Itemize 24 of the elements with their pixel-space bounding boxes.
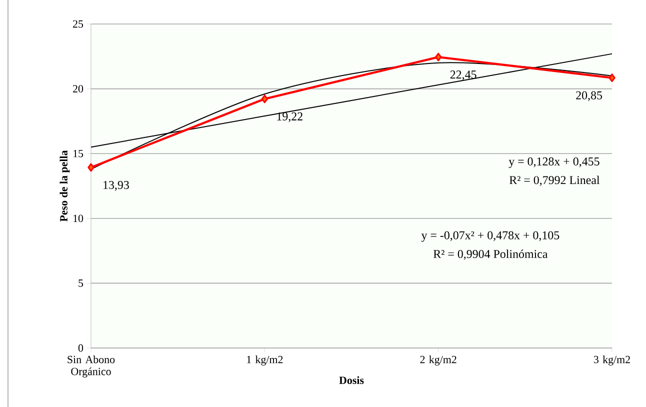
x-tick-label: 3 kg/m2 — [594, 356, 630, 366]
y-tick-label: 15 — [73, 150, 84, 158]
x-tick-label: 2 kg/m2 — [420, 356, 456, 366]
y-tick-label: 10 — [73, 214, 84, 222]
annotation: R² = 0,7992 Lineal — [509, 176, 600, 186]
y-tick-label: 0 — [78, 344, 84, 352]
x-tick-label: 1 kg/m2 — [247, 356, 283, 366]
annotation: y = 0,128x + 0,455 — [508, 157, 600, 168]
y-tick-label: 5 — [78, 280, 84, 287]
x-axis-title: Dosis — [339, 376, 364, 384]
x-tick-label: Sin Abono Orgánico — [68, 356, 115, 378]
y-axis-title: Peso de la pella — [60, 150, 70, 222]
point — [88, 163, 94, 172]
data-label: 22,45 — [450, 70, 476, 80]
y-tick-label: 20 — [73, 85, 84, 92]
annotation: y = -0,07x² + 0,478x + 0,105 — [421, 231, 560, 242]
point — [261, 94, 268, 104]
point — [434, 52, 442, 62]
annotation: R² = 0,9904 Polinómica — [433, 250, 548, 260]
point — [608, 74, 616, 82]
data-label: 19,22 — [277, 112, 302, 122]
data-label: 20,85 — [576, 91, 602, 102]
y-tick-label: 25 — [73, 20, 84, 28]
data-label: 13,93 — [104, 180, 129, 191]
